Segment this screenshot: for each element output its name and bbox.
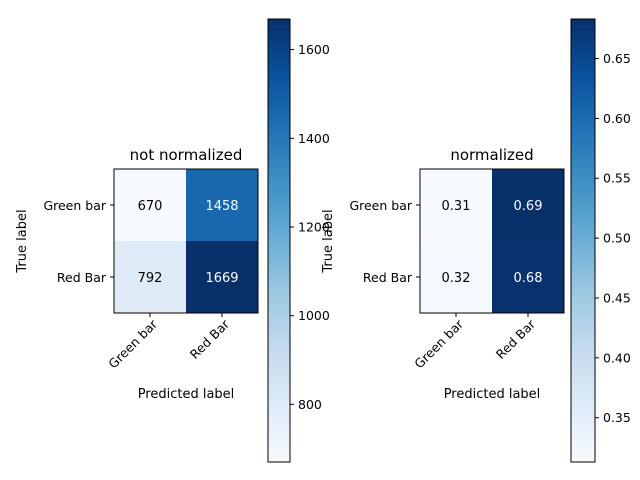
x-tick-label: Green bar [411, 316, 466, 371]
colorbar-tick-label: 0.65 [603, 51, 631, 66]
colorbar-tick-label: 0.45 [603, 290, 631, 305]
cell-value-label: 1458 [205, 199, 238, 214]
colorbar [570, 18, 596, 463]
y-tick-label: Green bar [43, 198, 106, 213]
heatmap-cell-1-1 [492, 241, 564, 313]
colorbar-tick-label: 1400 [298, 131, 330, 146]
chart-title: normalized [450, 146, 533, 164]
cell-value-label: 792 [138, 271, 163, 286]
cell-value-label: 0.31 [442, 199, 471, 214]
heatmap-cell-1-0 [114, 241, 186, 313]
colorbar-tick-label: 0.35 [603, 410, 631, 425]
heatmap-cell-0-0 [420, 169, 492, 241]
colorbar [267, 18, 291, 463]
colorbar-tick-label: 0.40 [603, 350, 631, 365]
y-tick-label: Green bar [349, 198, 412, 213]
heatmap-cell-1-1 [186, 241, 258, 313]
x-tick-label: Red Bar [493, 316, 539, 362]
cell-value-label: 0.69 [514, 199, 543, 214]
cell-value-label: 670 [138, 199, 163, 214]
colorbar-tick-label: 1000 [298, 308, 330, 323]
x-tick-label: Green bar [105, 316, 160, 371]
colorbar-tick-label: 1200 [298, 219, 330, 234]
axes-frame [113, 168, 259, 314]
axes-frame [419, 168, 565, 314]
y-axis-label: True label [15, 209, 30, 273]
colorbar-tick-label: 1600 [298, 42, 330, 57]
heatmap-cell-0-1 [186, 169, 258, 241]
x-axis-label: Predicted label [444, 387, 541, 402]
colorbar-tick-label: 0.50 [603, 231, 631, 246]
colorbar-tick-label: 0.55 [603, 171, 631, 186]
heatmap-cell-0-1 [492, 169, 564, 241]
cell-value-label: 1669 [205, 271, 238, 286]
colorbar-tick-label: 800 [298, 397, 322, 412]
cell-value-label: 0.32 [442, 271, 471, 286]
y-tick-label: Red Bar [57, 270, 107, 285]
colorbar-tick-label: 0.60 [603, 111, 631, 126]
cell-value-label: 0.68 [514, 271, 543, 286]
x-axis-label: Predicted label [138, 387, 235, 402]
heatmap-cell-0-0 [114, 169, 186, 241]
x-tick-label: Red Bar [187, 316, 233, 362]
y-axis-label: True label [321, 209, 336, 273]
y-tick-label: Red Bar [363, 270, 413, 285]
heatmap-cell-1-0 [420, 241, 492, 313]
chart-title: not normalized [130, 146, 243, 164]
